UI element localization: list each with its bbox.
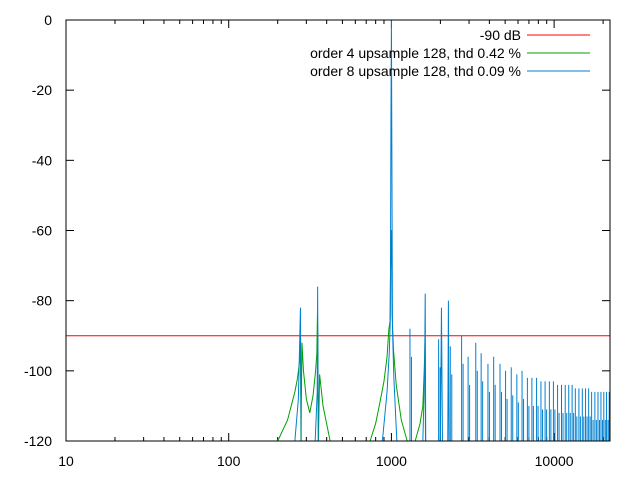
x-tick-label: 10000: [535, 453, 574, 469]
legend: -90 dB order 4 upsample 128, thd 0.42 % or…: [310, 27, 590, 79]
y-tick-label: -60: [32, 223, 52, 239]
series-layer: [66, 20, 610, 441]
series-line: [277, 230, 427, 441]
x-tick-label: 10: [58, 453, 74, 469]
y-tick-label: -100: [24, 363, 52, 379]
x-tick-label: 1000: [376, 453, 407, 469]
legend-label: order 4 upsample 128, thd 0.42 %: [310, 45, 521, 61]
legend-item-90-db: -90 dB: [480, 27, 590, 43]
y-tick-label: -120: [24, 433, 52, 449]
y-tick-label: 0: [44, 12, 52, 28]
legend-label: -90 dB: [480, 27, 521, 43]
series-order-8-upsample-128-thd-0-09: [294, 20, 610, 441]
y-tick-label: -80: [32, 293, 52, 309]
y-tick-label: -20: [32, 82, 52, 98]
legend-item-order-8-upsample-128-thd-0-09: order 8 upsample 128, thd 0.09 %: [310, 63, 590, 79]
y-tick-label: -40: [32, 152, 52, 168]
series-line: [294, 20, 450, 441]
axis-ticks: 0 -20 -40 -60 -80 -100 -120 10 100 1000 10000: [24, 12, 610, 469]
legend-label: order 8 upsample 128, thd 0.09 %: [310, 63, 521, 79]
series-order-4-upsample-128-thd-0-42: [277, 230, 427, 441]
legend-item-order-4-upsample-128-thd-0-42: order 4 upsample 128, thd 0.42 %: [310, 45, 590, 61]
plot-frame: [65, 19, 611, 442]
x-tick-label: 100: [217, 453, 241, 469]
